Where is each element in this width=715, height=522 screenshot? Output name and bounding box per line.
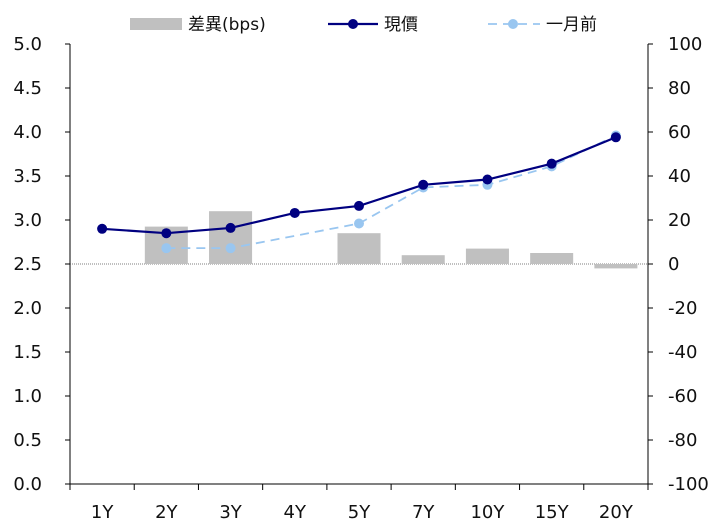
x-tick-label: 20Y — [599, 502, 634, 522]
bar-20Y — [594, 264, 638, 269]
legend-label: 差異(bps) — [188, 15, 266, 35]
y-left-tick-label: 0.0 — [13, 474, 42, 495]
y-left-tick-label: 3.0 — [13, 210, 42, 231]
y-left-tick-label: 2.0 — [13, 298, 42, 319]
y-right-tick-label: 40 — [668, 166, 691, 187]
legend: 差異(bps) 現價 一月前 — [130, 15, 597, 35]
point-month-ago-5Y — [354, 218, 364, 229]
y-left-tick-label: 3.5 — [13, 166, 42, 187]
y-right-tick-label: 100 — [668, 34, 702, 55]
legend-label: 一月前 — [546, 15, 597, 35]
bar-series — [144, 211, 638, 269]
line-series — [97, 130, 621, 254]
y-right-tick-label: -60 — [668, 386, 697, 407]
x-tick-label: 10Y — [470, 502, 505, 522]
x-tick-label: 2Y — [155, 502, 178, 522]
tick-labels: 0.0 0.5 1.0 1.5 2.0 2.5 3.0 3.5 4.0 4.5 5.0 -100 -80… — [13, 34, 709, 522]
y-right-tick-label: -100 — [668, 474, 709, 495]
bar-3Y — [209, 211, 253, 264]
y-right-tick-label: 80 — [668, 78, 691, 99]
bar-5Y — [337, 233, 381, 264]
x-tick-label: 15Y — [535, 502, 570, 522]
point-month-ago-3Y — [225, 243, 236, 254]
y-right-tick-label: -40 — [668, 342, 697, 363]
y-left-tick-label: 2.5 — [13, 254, 42, 275]
point-current-20Y — [610, 132, 621, 143]
bar-7Y — [401, 255, 445, 264]
y-left-tick-label: 0.5 — [13, 430, 42, 451]
y-left-tick-label: 5.0 — [13, 34, 42, 55]
axes — [65, 43, 653, 490]
y-right-tick-label: 60 — [668, 122, 691, 143]
point-current-2Y — [161, 228, 172, 239]
y-right-tick-label: 20 — [668, 210, 691, 231]
point-current-4Y — [289, 207, 300, 218]
point-current-5Y — [354, 200, 364, 211]
point-current-1Y — [97, 223, 108, 234]
x-tick-label: 7Y — [412, 502, 435, 522]
x-tick-label: 1Y — [91, 502, 114, 522]
y-left-tick-label: 4.5 — [13, 78, 42, 99]
y-right-tick-label: 0 — [668, 254, 679, 275]
x-tick-label: 5Y — [348, 502, 371, 522]
point-current-7Y — [418, 179, 429, 190]
point-month-ago-2Y — [161, 243, 172, 254]
bar-15Y — [530, 253, 574, 264]
point-current-3Y — [225, 222, 236, 233]
y-left-tick-label: 1.0 — [13, 386, 42, 407]
legend-marker — [508, 19, 518, 29]
legend-label: 現價 — [384, 15, 418, 35]
bar-10Y — [465, 248, 509, 264]
x-tick-label: 3Y — [219, 502, 242, 522]
y-left-tick-label: 1.5 — [13, 342, 42, 363]
x-tick-label: 4Y — [284, 502, 307, 522]
y-right-tick-label: -20 — [668, 298, 697, 319]
point-current-10Y — [482, 174, 493, 185]
legend-marker — [348, 19, 358, 29]
y-left-tick-label: 4.0 — [13, 122, 42, 143]
point-current-15Y — [546, 158, 557, 169]
legend-swatch-bar — [130, 18, 182, 30]
y-right-tick-label: -80 — [668, 430, 697, 451]
